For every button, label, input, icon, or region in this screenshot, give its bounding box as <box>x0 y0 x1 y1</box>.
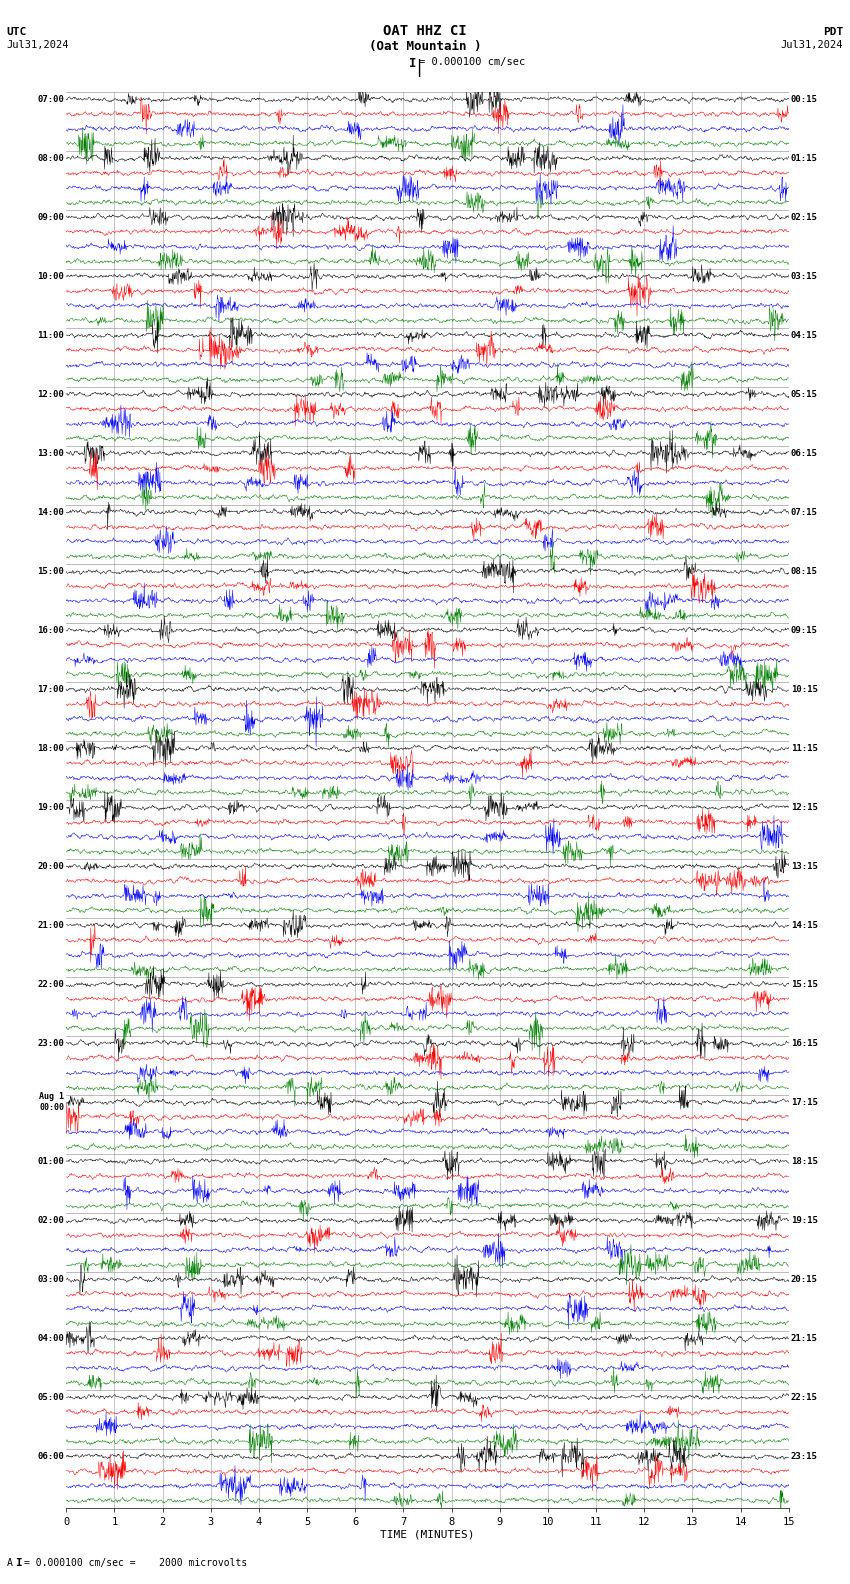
Text: 03:15: 03:15 <box>791 272 818 280</box>
Text: I: I <box>410 57 416 70</box>
Text: 15:00: 15:00 <box>37 567 64 575</box>
Text: 22:15: 22:15 <box>791 1392 818 1402</box>
Text: 20:15: 20:15 <box>791 1275 818 1283</box>
Text: 12:15: 12:15 <box>791 803 818 811</box>
Text: 02:00: 02:00 <box>37 1217 64 1224</box>
Text: 19:00: 19:00 <box>37 803 64 811</box>
Text: Jul31,2024: Jul31,2024 <box>7 40 70 49</box>
Text: 18:15: 18:15 <box>791 1156 818 1166</box>
Text: 09:15: 09:15 <box>791 626 818 635</box>
Text: 11:15: 11:15 <box>791 744 818 752</box>
Text: 18:00: 18:00 <box>37 744 64 752</box>
Text: 08:15: 08:15 <box>791 567 818 575</box>
X-axis label: TIME (MINUTES): TIME (MINUTES) <box>380 1530 475 1540</box>
Text: 05:15: 05:15 <box>791 390 818 399</box>
Text: 13:15: 13:15 <box>791 862 818 871</box>
Text: 14:00: 14:00 <box>37 508 64 516</box>
Text: 04:15: 04:15 <box>791 331 818 339</box>
Text: 17:15: 17:15 <box>791 1098 818 1107</box>
Text: 00:15: 00:15 <box>791 95 818 103</box>
Text: 21:00: 21:00 <box>37 920 64 930</box>
Text: OAT HHZ CI: OAT HHZ CI <box>383 24 467 38</box>
Text: 10:15: 10:15 <box>791 684 818 694</box>
Text: 14:15: 14:15 <box>791 920 818 930</box>
Text: 22:00: 22:00 <box>37 980 64 988</box>
Text: 02:15: 02:15 <box>791 212 818 222</box>
Text: 16:15: 16:15 <box>791 1039 818 1047</box>
Text: 09:00: 09:00 <box>37 212 64 222</box>
Text: A: A <box>7 1559 13 1568</box>
Text: 13:00: 13:00 <box>37 448 64 458</box>
Text: Aug 1: Aug 1 <box>39 1091 64 1101</box>
Text: = 0.000100 cm/sec =    2000 microvolts: = 0.000100 cm/sec = 2000 microvolts <box>24 1559 247 1568</box>
Text: 21:15: 21:15 <box>791 1334 818 1343</box>
Text: 06:00: 06:00 <box>37 1453 64 1460</box>
Text: Jul31,2024: Jul31,2024 <box>780 40 843 49</box>
Text: PDT: PDT <box>823 27 843 36</box>
Text: (Oat Mountain ): (Oat Mountain ) <box>369 40 481 52</box>
Text: 15:15: 15:15 <box>791 980 818 988</box>
Text: UTC: UTC <box>7 27 27 36</box>
Text: ⎪: ⎪ <box>414 59 422 76</box>
Text: 07:00: 07:00 <box>37 95 64 103</box>
Text: 03:00: 03:00 <box>37 1275 64 1283</box>
Text: 07:15: 07:15 <box>791 508 818 516</box>
Text: 04:00: 04:00 <box>37 1334 64 1343</box>
Text: 12:00: 12:00 <box>37 390 64 399</box>
Text: I: I <box>15 1559 22 1568</box>
Text: 11:00: 11:00 <box>37 331 64 339</box>
Text: 19:15: 19:15 <box>791 1217 818 1224</box>
Text: 10:00: 10:00 <box>37 272 64 280</box>
Text: 08:00: 08:00 <box>37 154 64 163</box>
Text: 00:00: 00:00 <box>39 1104 64 1112</box>
Text: 23:00: 23:00 <box>37 1039 64 1047</box>
Text: 16:00: 16:00 <box>37 626 64 635</box>
Text: 17:00: 17:00 <box>37 684 64 694</box>
Text: 20:00: 20:00 <box>37 862 64 871</box>
Text: 06:15: 06:15 <box>791 448 818 458</box>
Text: 05:00: 05:00 <box>37 1392 64 1402</box>
Text: 01:00: 01:00 <box>37 1156 64 1166</box>
Text: 01:15: 01:15 <box>791 154 818 163</box>
Text: 23:15: 23:15 <box>791 1453 818 1460</box>
Text: = 0.000100 cm/sec: = 0.000100 cm/sec <box>419 57 525 67</box>
